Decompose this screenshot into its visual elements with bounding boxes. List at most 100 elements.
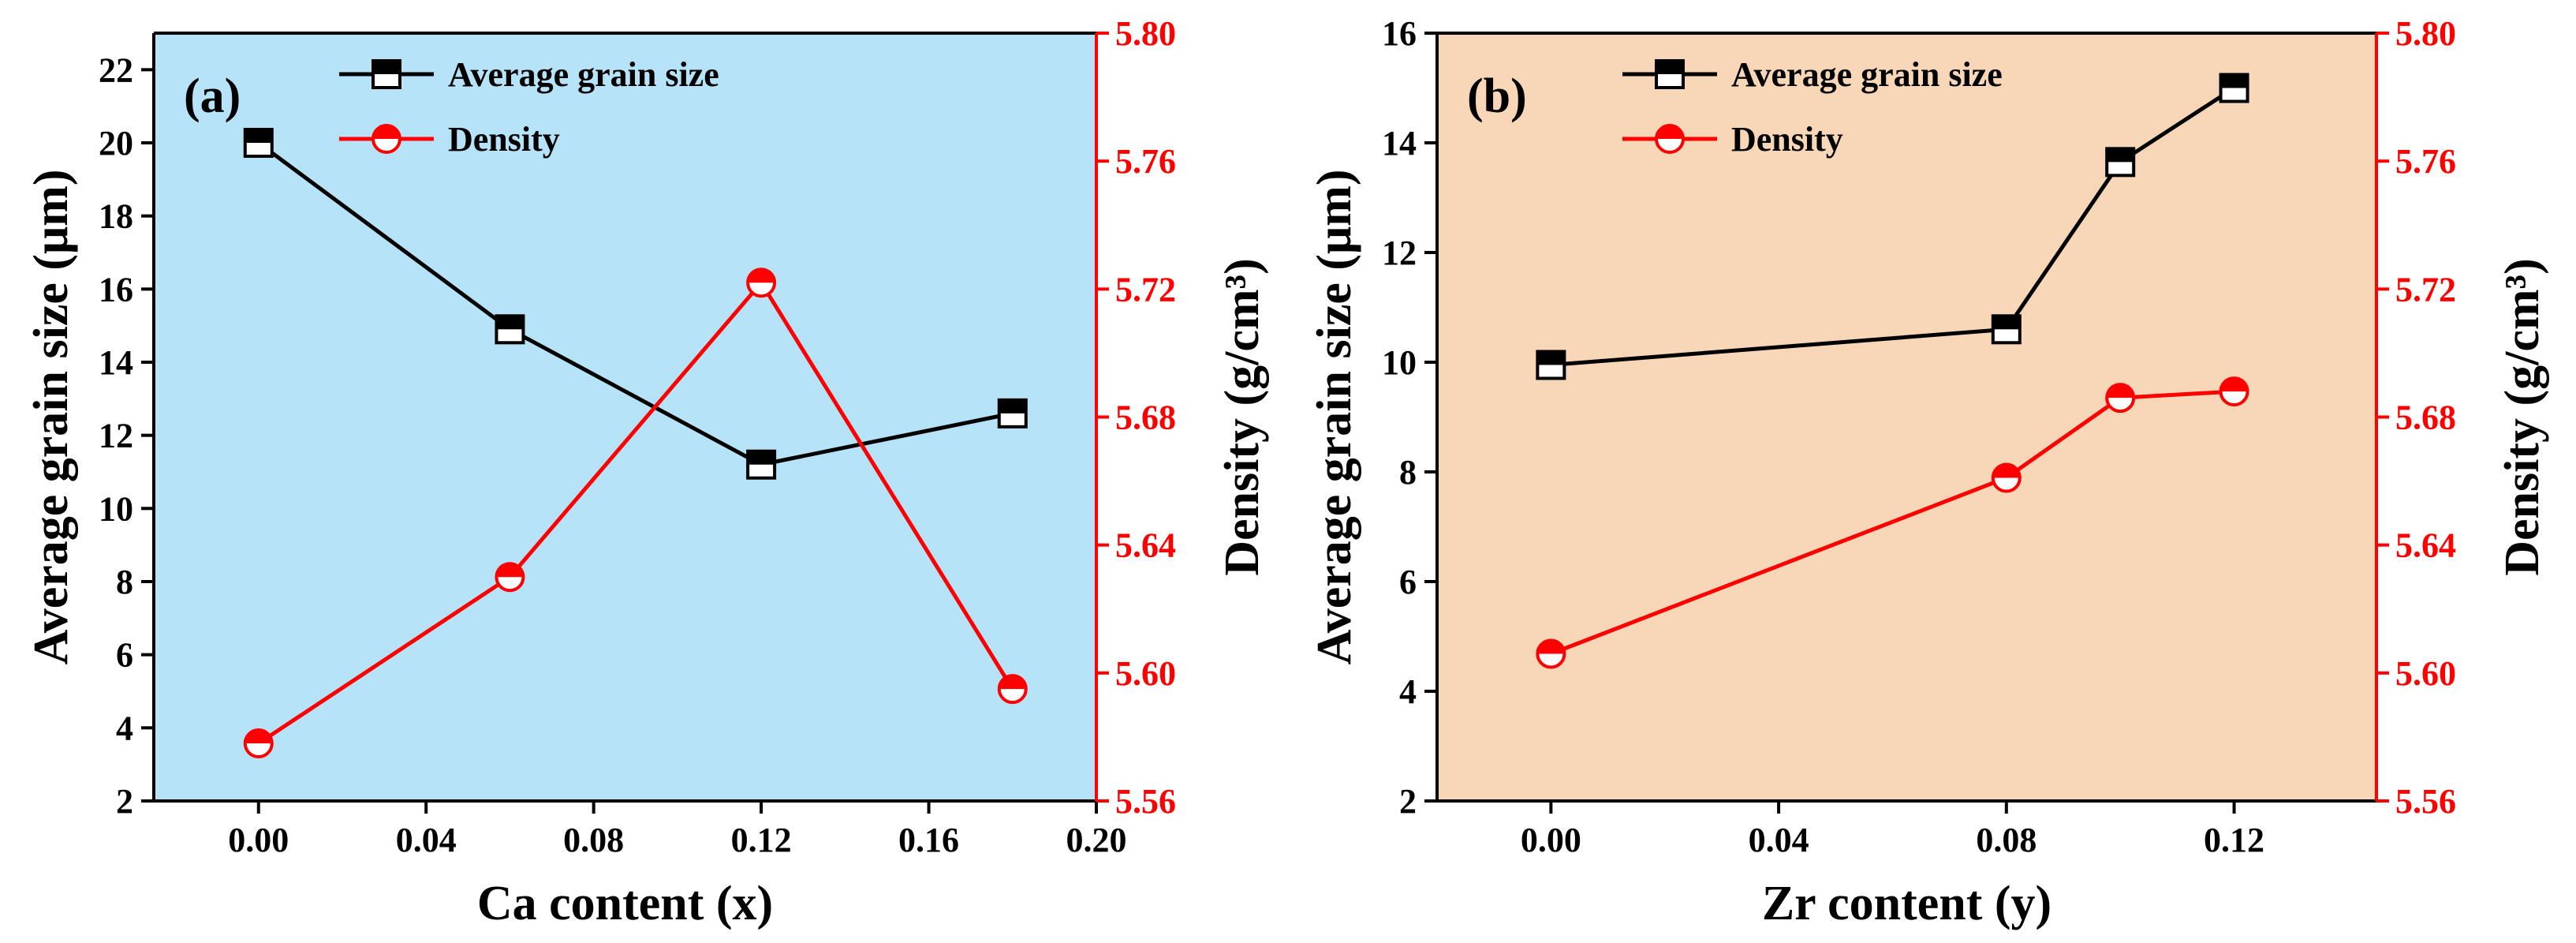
p2-legend-label: Average grain size — [1731, 55, 2003, 94]
p1-density-point — [495, 562, 525, 593]
p2-left-y-tick-label: 8 — [1399, 453, 1417, 492]
p1-legend-label: Average grain size — [448, 55, 719, 94]
panel-a: 0.00 0.04 0.08 0.12 0.16 0.20 2 4 6 8 10 12 14 16 18 20… — [24, 14, 1269, 930]
p1-left-y-tick-label: 22 — [99, 51, 133, 89]
p2-series-line-density — [1550, 389, 2234, 656]
p1-left-y-tick-label: 20 — [99, 124, 133, 163]
p1-grain-size-point — [997, 398, 1028, 428]
p2-grain-size-point — [1536, 350, 1566, 380]
p2-legend-label: Density — [1731, 120, 1843, 159]
p1-x-tick-label: 0.00 — [228, 821, 289, 859]
p1-right-y-tick-label: 5.72 — [1115, 270, 1176, 309]
p1-x-tick-label: 0.20 — [1066, 821, 1127, 859]
p2-grain-size-point-fill — [1992, 316, 2020, 330]
p1-panel-label: (a) — [184, 69, 241, 123]
p1-right-y-axis-title: Density (g/cm³) — [1215, 258, 1269, 576]
p2-x-tick-label: 0.00 — [1521, 821, 1581, 859]
p1-density-point — [243, 728, 274, 759]
p1-density-point — [997, 674, 1028, 705]
p2-plot-background — [1437, 33, 2376, 801]
p2-x-tick-label: 0.12 — [2204, 821, 2264, 859]
p2-panel-label: (b) — [1467, 69, 1527, 123]
p2-left-y-tick-label: 12 — [1382, 234, 1417, 272]
p2-density-point-fill — [2220, 378, 2248, 392]
p2-right-y-tick-label: 5.68 — [2395, 399, 2456, 437]
p1-density-point-fill — [748, 269, 775, 283]
p1-legend-circle-marker-fill — [373, 125, 400, 139]
panel-b: 0.00 0.04 0.08 0.12 2 4 6 8 10 12 14 16 5.56 5.60 5.64… — [1308, 14, 2549, 930]
p1-left-y-axis-title: Average grain size (μm) — [24, 170, 78, 665]
p2-grain-size-point-fill — [2107, 148, 2134, 163]
p1-density-point-fill — [999, 675, 1026, 690]
p2-density-point-fill — [2107, 384, 2134, 399]
p1-right-y-tick-label: 5.80 — [1115, 14, 1176, 53]
p1-legend-item-density: Density — [339, 120, 560, 159]
p2-x-tick-label: 0.08 — [1976, 821, 2037, 859]
p1-left-y-tick-label: 8 — [116, 563, 133, 601]
p1-legend-circle-marker — [371, 124, 401, 154]
p1-left-y-tick-label: 4 — [116, 709, 133, 747]
p1-series-line-grain-size — [257, 140, 1014, 467]
p1-legend-item-grain-size: Average grain size — [339, 55, 719, 94]
p2-right-y-tick-label: 5.76 — [2395, 142, 2456, 181]
p1-grain-size-point-fill — [245, 129, 272, 143]
p1-left-y-tick-label: 6 — [116, 636, 133, 675]
p2-left-y-tick-label: 10 — [1382, 343, 1417, 382]
p2-grain-size-point — [1991, 314, 2022, 345]
p1-grain-size-point-fill — [999, 399, 1026, 413]
p2-density-point — [1991, 462, 2022, 493]
p2-left-y-tick-label: 4 — [1399, 672, 1417, 711]
p1-grain-size-point-fill — [748, 451, 775, 465]
p2-left-y-tick-label: 14 — [1382, 124, 1417, 163]
p2-right-y-tick-label: 5.60 — [2395, 654, 2456, 693]
p2-grain-size-point — [2219, 73, 2249, 103]
p1-right-y-tick-label: 5.68 — [1115, 399, 1176, 437]
p2-grain-size-point — [2105, 147, 2136, 178]
p1-grain-size-point-fill — [496, 316, 524, 330]
p1-x-axis-title: Ca content (x) — [477, 877, 773, 930]
p2-right-y-tick-label: 5.64 — [2395, 526, 2456, 565]
p1-left-y-tick-label: 12 — [99, 417, 133, 455]
p1-right-y-tick-label: 5.64 — [1115, 526, 1176, 565]
p2-left-y-tick-label: 6 — [1399, 563, 1417, 601]
p1-grain-size-point — [243, 128, 274, 158]
p1-x-tick-label: 0.16 — [898, 821, 959, 859]
p1-x-tick-label: 0.12 — [731, 821, 792, 859]
p2-grain-size-point-fill — [1537, 351, 1565, 365]
p2-left-y-tick-label: 16 — [1382, 14, 1417, 53]
p1-legend-square-marker-fill — [373, 61, 400, 74]
p2-legend-square-marker — [1655, 59, 1685, 89]
p2-density-point — [2105, 383, 2136, 413]
p2-x-axis-title: Zr content (y) — [1762, 877, 2051, 930]
p1-grain-size-point — [746, 449, 777, 480]
p2-left-y-tick-label: 2 — [1399, 782, 1417, 821]
p2-grain-size-point-fill — [2220, 74, 2248, 88]
p1-density-point-fill — [245, 730, 272, 744]
p1-left-y-tick-label: 14 — [99, 343, 133, 382]
p2-legend-item-grain-size: Average grain size — [1622, 55, 2003, 94]
p1-left-y-tick-label: 2 — [116, 782, 133, 821]
p2-legend: Average grain size Density — [1622, 55, 2003, 159]
p1-density-point — [746, 268, 777, 298]
p2-density-point-fill — [1992, 464, 2020, 478]
p1-right-y-tick-label: 5.76 — [1115, 142, 1176, 181]
p1-density-point-fill — [496, 563, 524, 578]
p1-legend-label: Density — [448, 120, 560, 159]
p2-legend-square-marker-fill — [1656, 61, 1683, 74]
p2-density-point-fill — [1537, 640, 1565, 654]
p1-right-y-tick-label: 5.60 — [1115, 654, 1176, 693]
p2-right-y-tick-label: 5.72 — [2395, 270, 2456, 309]
p1-x-tick-label: 0.04 — [396, 821, 457, 859]
p1-right-y-tick-label: 5.56 — [1115, 782, 1176, 821]
p1-grain-size-point — [495, 314, 525, 345]
p2-series-line-grain-size — [1551, 86, 2235, 367]
p1-legend: Average grain size Density — [339, 55, 719, 159]
p1-left-y-tick-label: 10 — [99, 489, 133, 528]
p1-left-y-tick-label: 16 — [99, 270, 133, 309]
p2-right-y-tick-label: 5.56 — [2395, 782, 2456, 821]
p1-series-line-density — [257, 279, 1014, 746]
p1-x-tick-label: 0.08 — [563, 821, 624, 859]
p2-right-y-axis-title: Density (g/cm³) — [2496, 258, 2549, 576]
p2-left-y-axis-title: Average grain size (μm) — [1308, 170, 1361, 665]
